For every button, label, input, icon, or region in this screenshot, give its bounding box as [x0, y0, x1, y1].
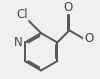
Text: Cl: Cl [17, 8, 28, 21]
Text: N: N [14, 36, 23, 49]
Text: O: O [64, 1, 73, 14]
Text: O: O [84, 32, 94, 45]
